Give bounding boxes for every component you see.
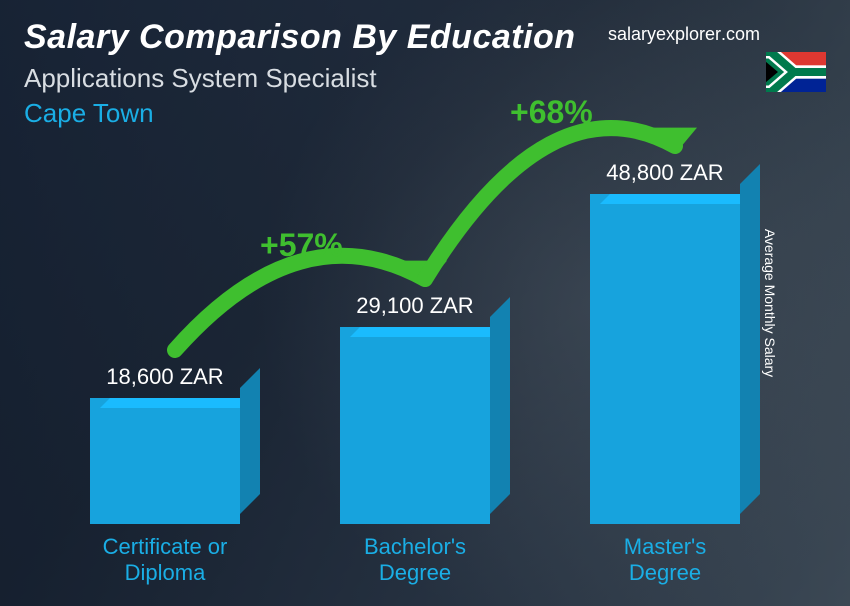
percent-increase-label: +68% [510, 94, 593, 131]
increase-arrow-icon [0, 0, 850, 606]
